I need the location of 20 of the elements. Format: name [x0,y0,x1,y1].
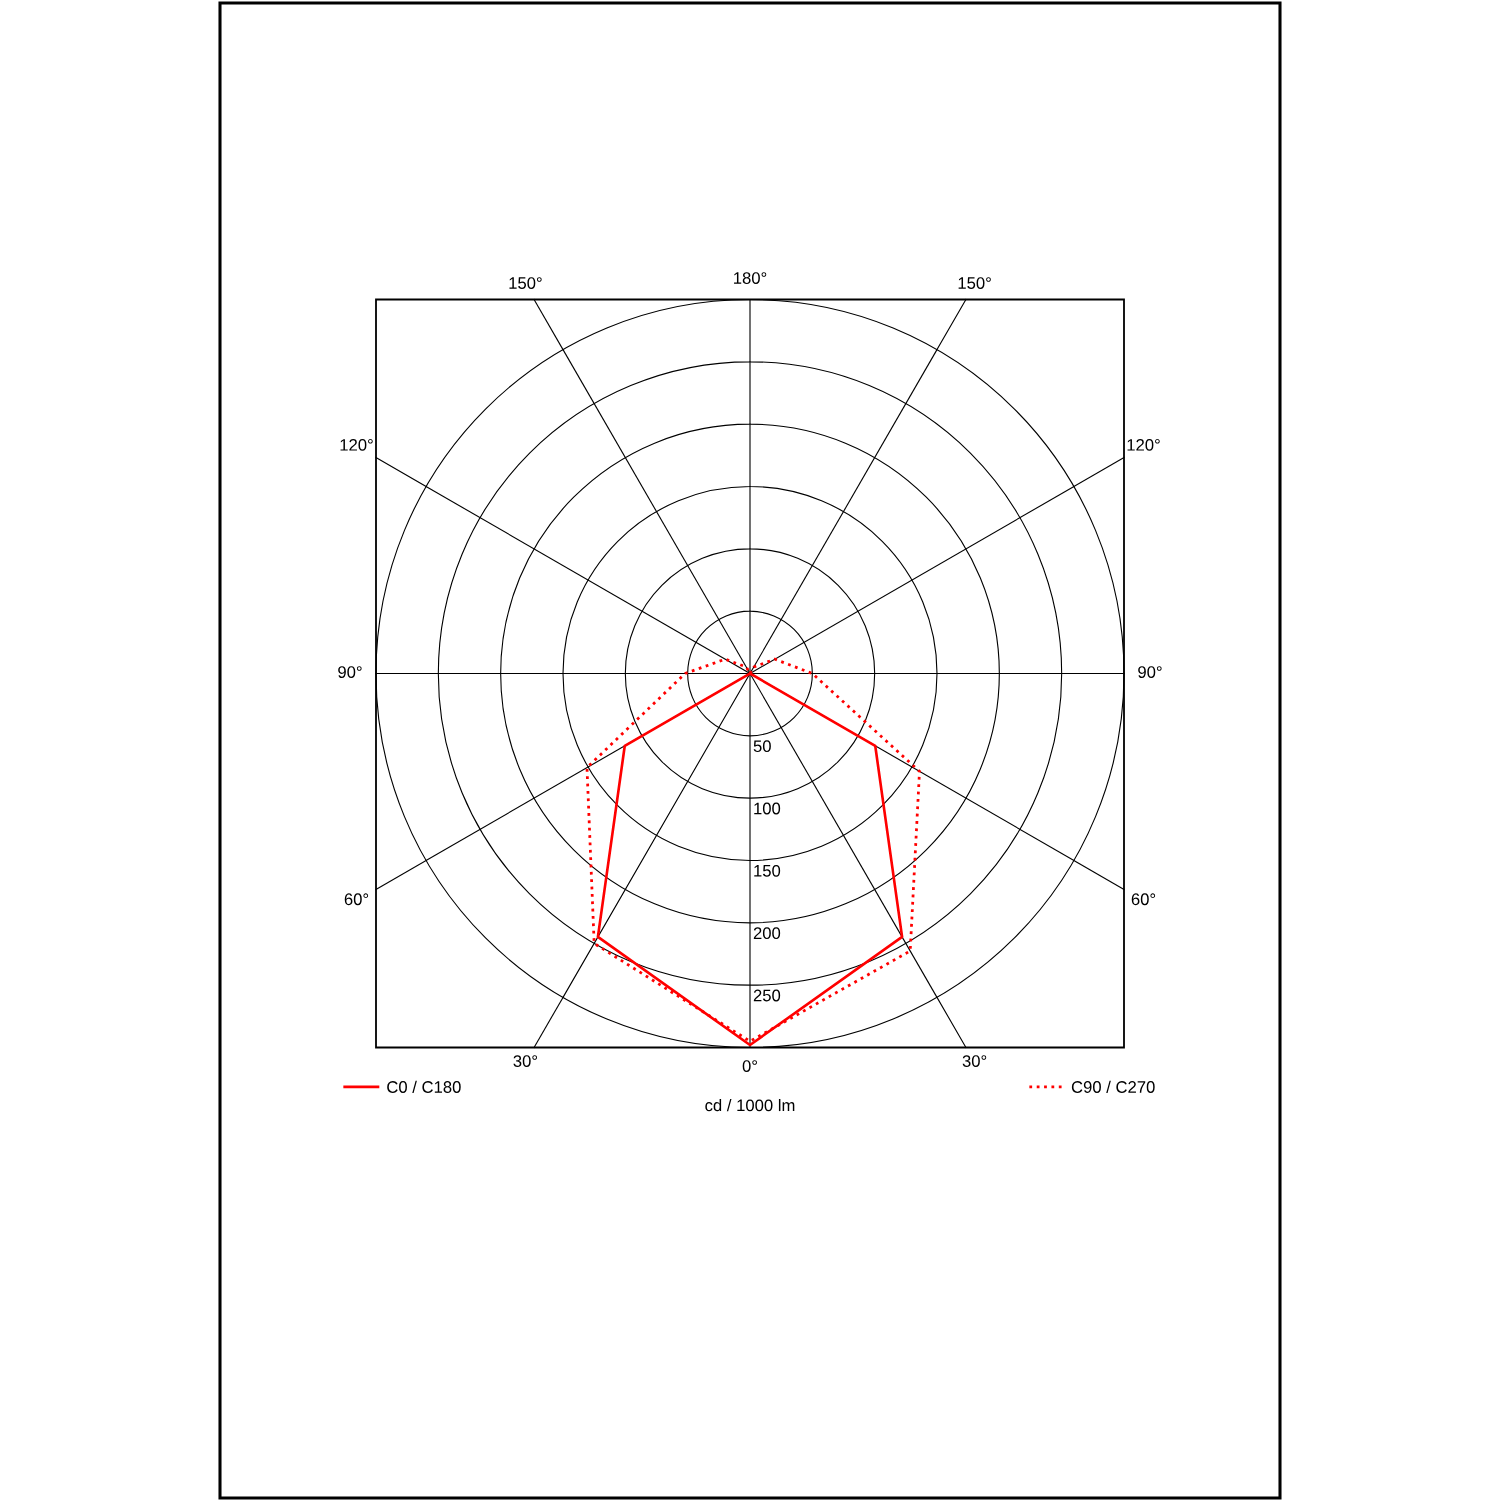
spoke-label: 60° [1131,893,1156,906]
y-tick-label: 200 [753,927,781,940]
y-tick-label: 50 [753,740,771,753]
spoke-label: 120° [340,438,373,451]
text: cd / 1000 lm [705,1099,795,1112]
spoke-label: 60° [344,893,369,906]
legend-label: C0 / C180 [387,1080,461,1093]
spoke-label: 180° [734,272,767,284]
y-tick-label: 250 [753,989,781,1002]
y-tick-label: 150 [754,864,781,877]
spoke-label: 30° [962,1055,987,1067]
spoke-label: 150° [958,277,991,289]
spoke-label: 120° [1127,438,1160,451]
spoke-label: 0° [742,1060,757,1072]
legend-label: C90 / C270 [1071,1080,1155,1093]
spoke-label: 90° [338,666,362,678]
spoke-label: 30° [513,1055,538,1067]
spoke-label: 150° [509,277,542,289]
y-tick-label: 100 [754,802,781,815]
spoke-label: 90° [1138,666,1162,678]
